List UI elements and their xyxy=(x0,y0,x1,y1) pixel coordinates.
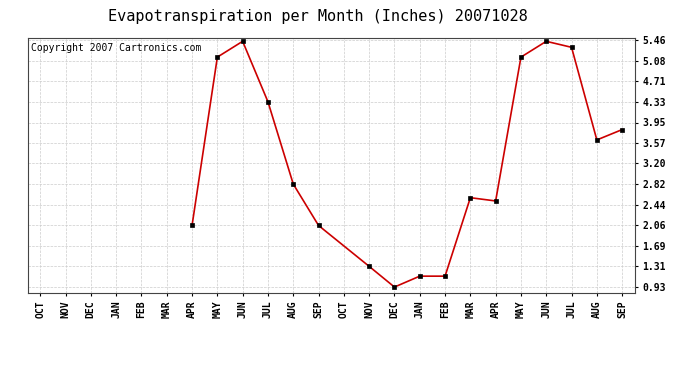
Text: Evapotranspiration per Month (Inches) 20071028: Evapotranspiration per Month (Inches) 20… xyxy=(108,9,527,24)
Text: Copyright 2007 Cartronics.com: Copyright 2007 Cartronics.com xyxy=(30,43,201,52)
